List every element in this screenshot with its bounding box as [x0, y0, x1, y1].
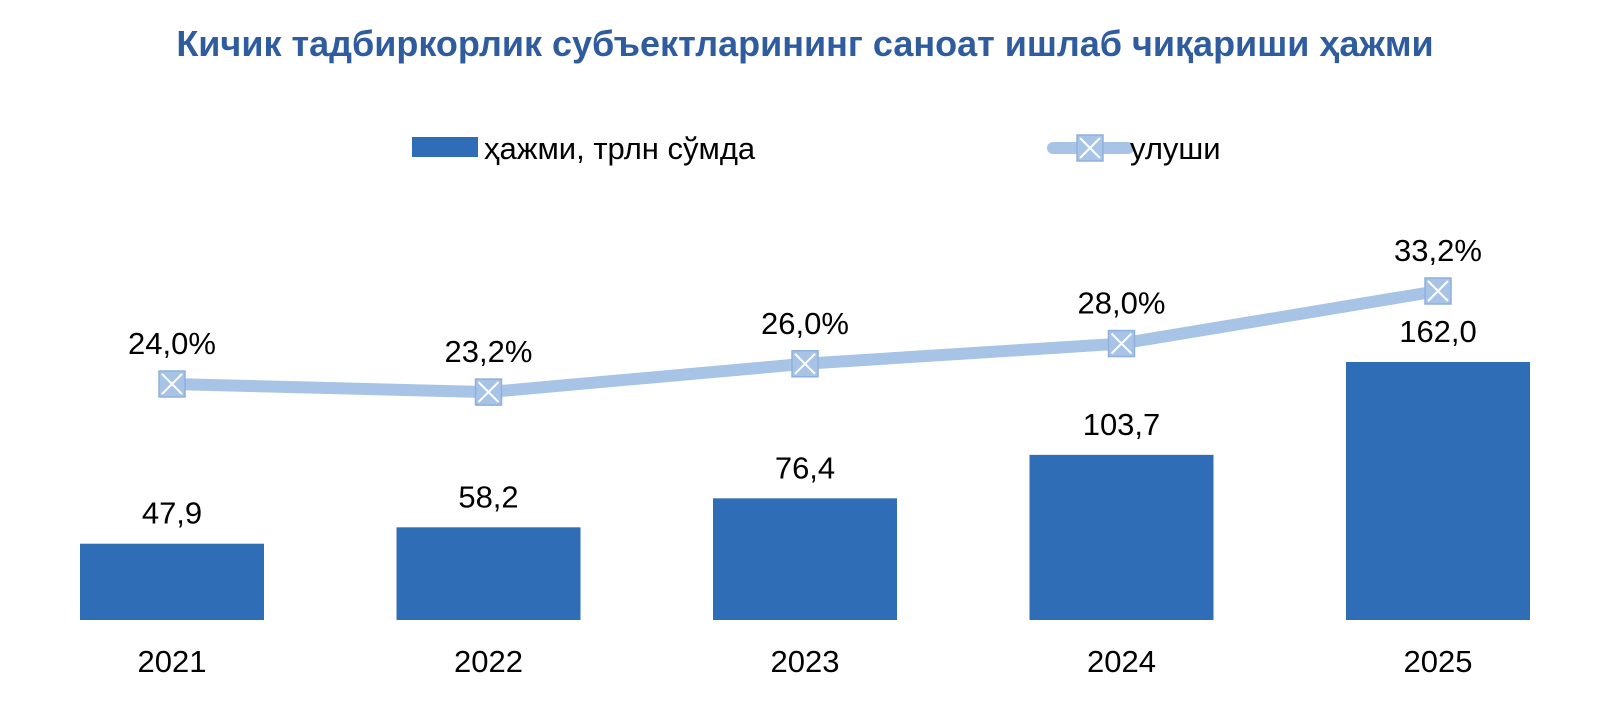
x-tick-2022: 2022	[454, 644, 523, 679]
line-series	[158, 277, 1452, 406]
chart-title: Кичик тадбиркорлик субъектларининг саноа…	[176, 23, 1433, 64]
legend: ҳажми, трлн сўмда улуши	[412, 131, 1221, 166]
legend-marker-icon	[1076, 134, 1104, 162]
bar-2024	[1029, 454, 1214, 620]
line-label-2025: 33,2%	[1394, 233, 1482, 268]
line-label-2021: 24,0%	[128, 326, 216, 361]
legend-line-label: улуши	[1130, 131, 1221, 166]
x-tick-2024: 2024	[1087, 644, 1156, 679]
bar-2025	[1346, 362, 1530, 620]
bar-label-2021: 47,9	[142, 496, 202, 531]
legend-bar-swatch	[412, 137, 478, 157]
line-point-2022	[474, 378, 503, 406]
line-label-2022: 23,2%	[445, 334, 533, 369]
line-labels: 24,0% 23,2% 26,0% 28,0% 33,2%	[128, 233, 1482, 369]
legend-bar-label: ҳажми, трлн сўмда	[484, 131, 756, 166]
bar-2021	[80, 543, 264, 620]
line-point-2023	[791, 350, 819, 378]
x-tick-2025: 2025	[1404, 644, 1473, 679]
line-point-2021	[158, 370, 186, 398]
line-point-2025	[1424, 277, 1452, 305]
bar-label-2022: 58,2	[458, 479, 518, 514]
line-point-2024	[1107, 329, 1136, 358]
bar-series	[80, 362, 1530, 620]
bar-label-2025: 162,0	[1399, 314, 1477, 349]
x-tick-2021: 2021	[138, 644, 207, 679]
line-label-2023: 26,0%	[761, 306, 849, 341]
bar-labels: 47,9 58,2 76,4 103,7 162,0	[142, 314, 1477, 531]
x-axis-ticks: 2021 2022 2023 2024 2025	[138, 644, 1473, 679]
x-tick-2023: 2023	[771, 644, 840, 679]
legend-line-marker	[1076, 134, 1104, 162]
line-label-2024: 28,0%	[1078, 286, 1166, 321]
bar-2022	[396, 527, 581, 620]
bar-label-2024: 103,7	[1083, 407, 1161, 442]
bar-2023	[713, 498, 897, 620]
bar-label-2023: 76,4	[775, 450, 835, 485]
